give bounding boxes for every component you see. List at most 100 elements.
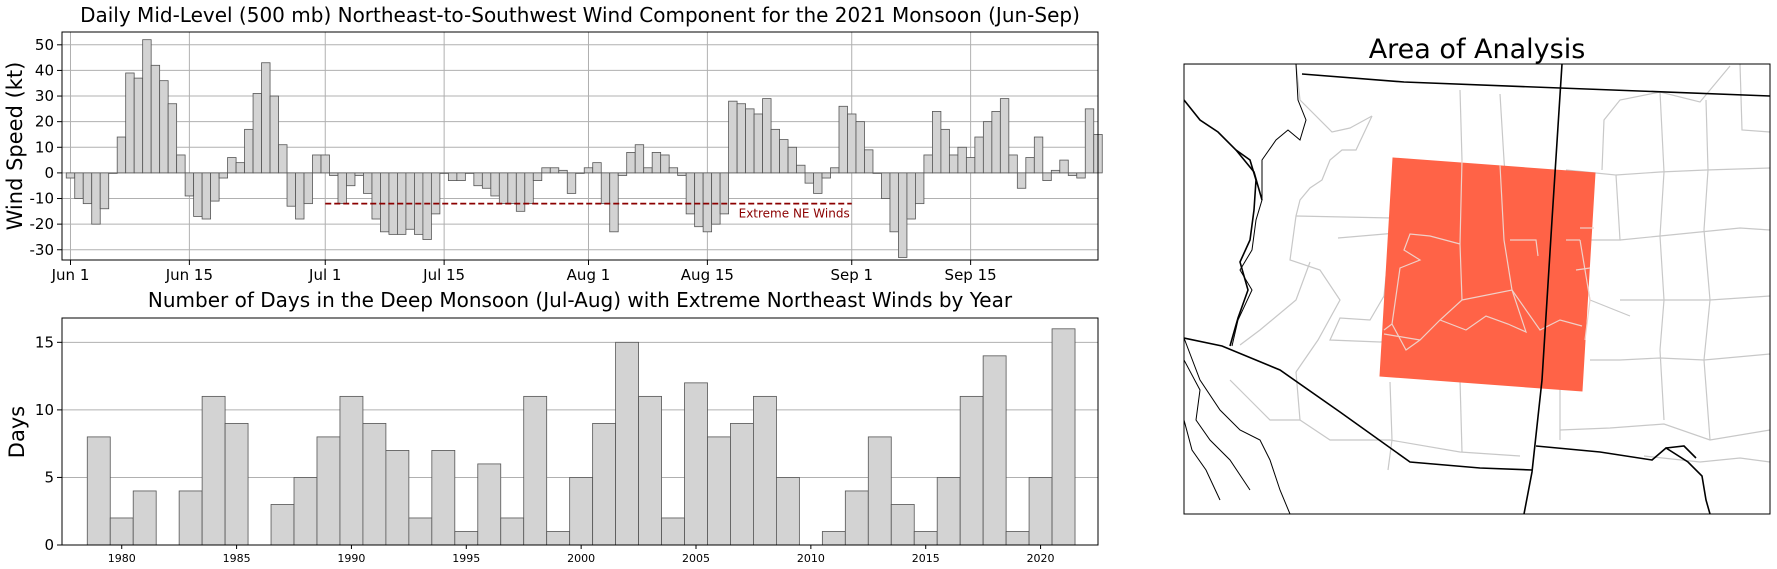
yearly-days-bar (776, 477, 800, 546)
daily-wind-bar (1059, 159, 1069, 174)
xtick-label: 2000 (567, 552, 595, 565)
yearly-days-bar (339, 395, 364, 546)
ytick-label: 5 (44, 468, 54, 486)
daily-wind-bar (1067, 172, 1078, 176)
yearly-days-bar (1028, 477, 1053, 546)
daily-wind-bar (1033, 136, 1044, 174)
daily-wind-bar (796, 164, 806, 174)
xtick-label: 1995 (452, 552, 480, 565)
ytick-label: 0 (44, 164, 54, 182)
daily-wind-bar (303, 172, 313, 205)
daily-wind-bar (490, 172, 500, 197)
daily-wind-bar (142, 39, 152, 174)
daily-wind-chart-frame (61, 31, 1099, 261)
daily-wind-bar (363, 172, 373, 194)
daily-wind-bar (244, 128, 254, 174)
yearly-days-bar (224, 422, 249, 546)
yearly-days-bar (730, 422, 754, 546)
daily-wind-bar (464, 172, 475, 174)
daily-wind-chart-xticks: Jun 1 Jun 15 Jul 1 Jul 15 Aug 1 Aug 15 Sep 1 Se… (51, 260, 997, 284)
daily-wind-bar (473, 172, 483, 187)
daily-wind-bar (108, 172, 118, 174)
daily-wind-bar (609, 172, 619, 233)
yearly-days-bar (178, 490, 203, 546)
xtick-label: Jul 15 (422, 266, 465, 284)
map-title: Area of Analysis (1369, 34, 1586, 65)
yearly-days-bar (936, 477, 961, 546)
daily-wind-bar (923, 154, 933, 174)
daily-wind-bar (278, 144, 288, 174)
daily-wind-chart-grid (62, 32, 1098, 260)
daily-wind-bar (150, 64, 161, 174)
daily-wind-chart-ylabel: Wind Speed (kt) (3, 62, 27, 231)
daily-wind-bar (965, 157, 976, 174)
daily-wind-bar (566, 172, 577, 194)
daily-wind-bar (668, 167, 679, 174)
yearly-days-bar (293, 477, 318, 546)
daily-wind-bar (830, 167, 840, 174)
daily-wind-bar (430, 172, 441, 215)
yearly-days-bar (753, 395, 777, 546)
daily-wind-bar (787, 146, 797, 174)
daily-wind-bar (881, 172, 891, 199)
daily-wind-bar (456, 172, 466, 181)
ytick-label: -10 (30, 190, 55, 208)
daily-wind-chart-title: Daily Mid-Level (500 mb) Northeast-to-So… (80, 3, 1080, 27)
daily-wind-bar (218, 172, 228, 179)
yearly-days-bar (1005, 531, 1030, 546)
daily-wind-bar (422, 172, 432, 240)
daily-wind-bar (1076, 172, 1086, 179)
ytick-label: 50 (35, 36, 54, 54)
yearly-days-bar (316, 436, 341, 546)
daily-wind-bar (507, 172, 517, 205)
yearly-days-chart-xticks: 1980 1985 1990 1995 2000 2005 2010 2015 2020 (108, 545, 1055, 565)
yearly-days-bar (86, 436, 111, 546)
daily-wind-bar (405, 172, 415, 230)
xtick-label: Sep 15 (945, 266, 997, 284)
daily-wind-bar (864, 149, 874, 174)
daily-wind-bar (1008, 154, 1018, 174)
yearly-days-bar (707, 436, 731, 546)
map-features (1184, 64, 1770, 514)
yearly-days-bar (546, 531, 571, 546)
xtick-label: Jun 15 (165, 266, 213, 284)
coastline (1184, 64, 1307, 514)
ytick-label: 0 (44, 536, 54, 554)
yearly-days-bar (615, 341, 639, 546)
daily-wind-bar (847, 113, 857, 174)
daily-wind-bar (1025, 157, 1035, 174)
daily-wind-bar (447, 172, 458, 181)
ytick-label: -20 (30, 215, 55, 233)
daily-wind-bar (600, 172, 611, 205)
daily-wind-bar (872, 172, 882, 174)
daily-wind-bar (991, 111, 1001, 174)
yearly-days-bar (913, 531, 938, 546)
yearly-days-bar (431, 450, 456, 546)
yearly-days-bar (959, 395, 984, 546)
daily-wind-bar (982, 121, 993, 174)
daily-wind-chart: Daily Mid-Level (500 mb) Northeast-to-So… (3, 3, 1103, 284)
daily-wind-bar (779, 139, 789, 174)
daily-wind-bar (626, 152, 636, 174)
daily-wind-bar (380, 172, 390, 233)
yearly-days-bar (132, 490, 157, 546)
xtick-label: 1990 (337, 552, 365, 565)
xtick-label: 1985 (223, 552, 251, 565)
xtick-label: Jun 1 (51, 266, 90, 284)
daily-wind-bar (906, 172, 916, 220)
yearly-days-bar (821, 531, 846, 546)
analysis-area-polygon (1379, 157, 1596, 392)
daily-wind-bar (711, 172, 721, 225)
daily-wind-bar (948, 154, 959, 174)
daily-wind-bar (762, 98, 772, 174)
daily-wind-bar (116, 136, 127, 174)
daily-wind-bar (804, 172, 814, 184)
daily-wind-bar (685, 172, 696, 215)
daily-wind-bar (167, 103, 178, 174)
daily-wind-bar (65, 172, 76, 179)
daily-wind-bar (176, 154, 186, 174)
daily-wind-bar (193, 172, 203, 217)
xtick-label: Aug 15 (681, 266, 734, 284)
daily-wind-bar (184, 172, 195, 197)
